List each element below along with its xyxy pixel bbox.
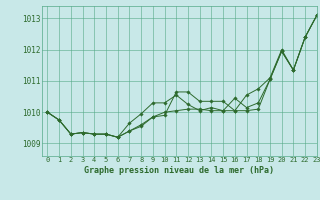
X-axis label: Graphe pression niveau de la mer (hPa): Graphe pression niveau de la mer (hPa) xyxy=(84,166,274,175)
